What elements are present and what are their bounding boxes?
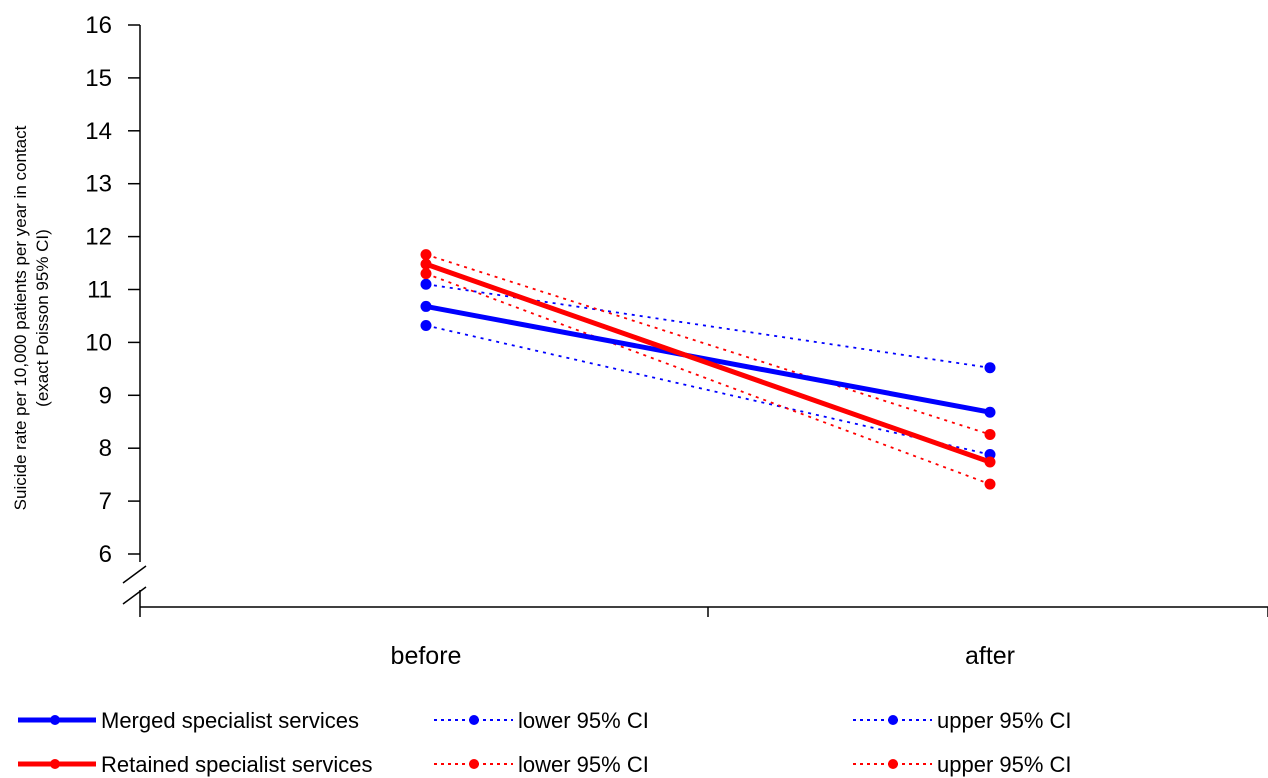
- y-tick-label: 16: [85, 12, 112, 39]
- y-axis-label-line2: (exact Poisson 95% CI): [33, 229, 52, 407]
- legend-label-merged-upper-ci: upper 95% CI: [937, 708, 1072, 733]
- data-point: [984, 362, 996, 374]
- series-line: [425, 283, 991, 369]
- data-point: [984, 478, 996, 490]
- legend-entry-retained: Retained specialist services: [18, 752, 372, 777]
- series-line: [425, 261, 991, 465]
- axis-break-mark: [122, 565, 147, 605]
- data-point: [984, 406, 996, 418]
- series-line: [425, 303, 991, 415]
- legend-label-merged: Merged specialist services: [101, 708, 359, 733]
- data-point: [984, 428, 996, 440]
- series-line: [425, 324, 991, 456]
- y-tick-label: 14: [85, 118, 112, 145]
- data-point: [420, 258, 432, 270]
- data-point: [420, 278, 432, 290]
- data-point: [984, 456, 996, 468]
- x-tick-label: after: [965, 642, 1015, 670]
- y-axis-label-line1: Suicide rate per 10,000 patients per yea…: [11, 125, 30, 510]
- y-tick-label: 9: [99, 382, 112, 409]
- series-line: [425, 253, 991, 436]
- legend-label-retained-lower-ci: lower 95% CI: [518, 752, 649, 777]
- y-tick-label: 7: [99, 488, 112, 515]
- y-tick-label: 8: [99, 435, 112, 462]
- legend-label-retained-upper-ci: upper 95% CI: [937, 752, 1072, 777]
- legend-entry-retained-upper-ci: upper 95% CI: [853, 752, 1072, 777]
- y-tick-label: 15: [85, 65, 112, 92]
- legend: Merged specialist services lower 95% CI …: [18, 708, 1072, 777]
- x-tick-label: before: [391, 642, 462, 670]
- legend-entry-merged-upper-ci: upper 95% CI: [853, 708, 1072, 733]
- legend-entry-retained-lower-ci: lower 95% CI: [434, 752, 649, 777]
- data-point: [420, 268, 432, 280]
- y-tick-label: 13: [85, 171, 112, 198]
- legend-entry-merged-lower-ci: lower 95% CI: [434, 708, 649, 733]
- y-tick-label: 6: [99, 541, 112, 568]
- series-line: [425, 272, 991, 486]
- data-point: [420, 300, 432, 312]
- data-point: [420, 249, 432, 261]
- legend-label-merged-lower-ci: lower 95% CI: [518, 708, 649, 733]
- y-tick-label: 10: [85, 329, 112, 356]
- legend-label-retained: Retained specialist services: [101, 752, 372, 777]
- legend-entry-merged: Merged specialist services: [18, 708, 359, 733]
- data-point: [420, 319, 432, 331]
- y-tick-label: 11: [87, 277, 112, 304]
- y-tick-label: 12: [85, 224, 112, 251]
